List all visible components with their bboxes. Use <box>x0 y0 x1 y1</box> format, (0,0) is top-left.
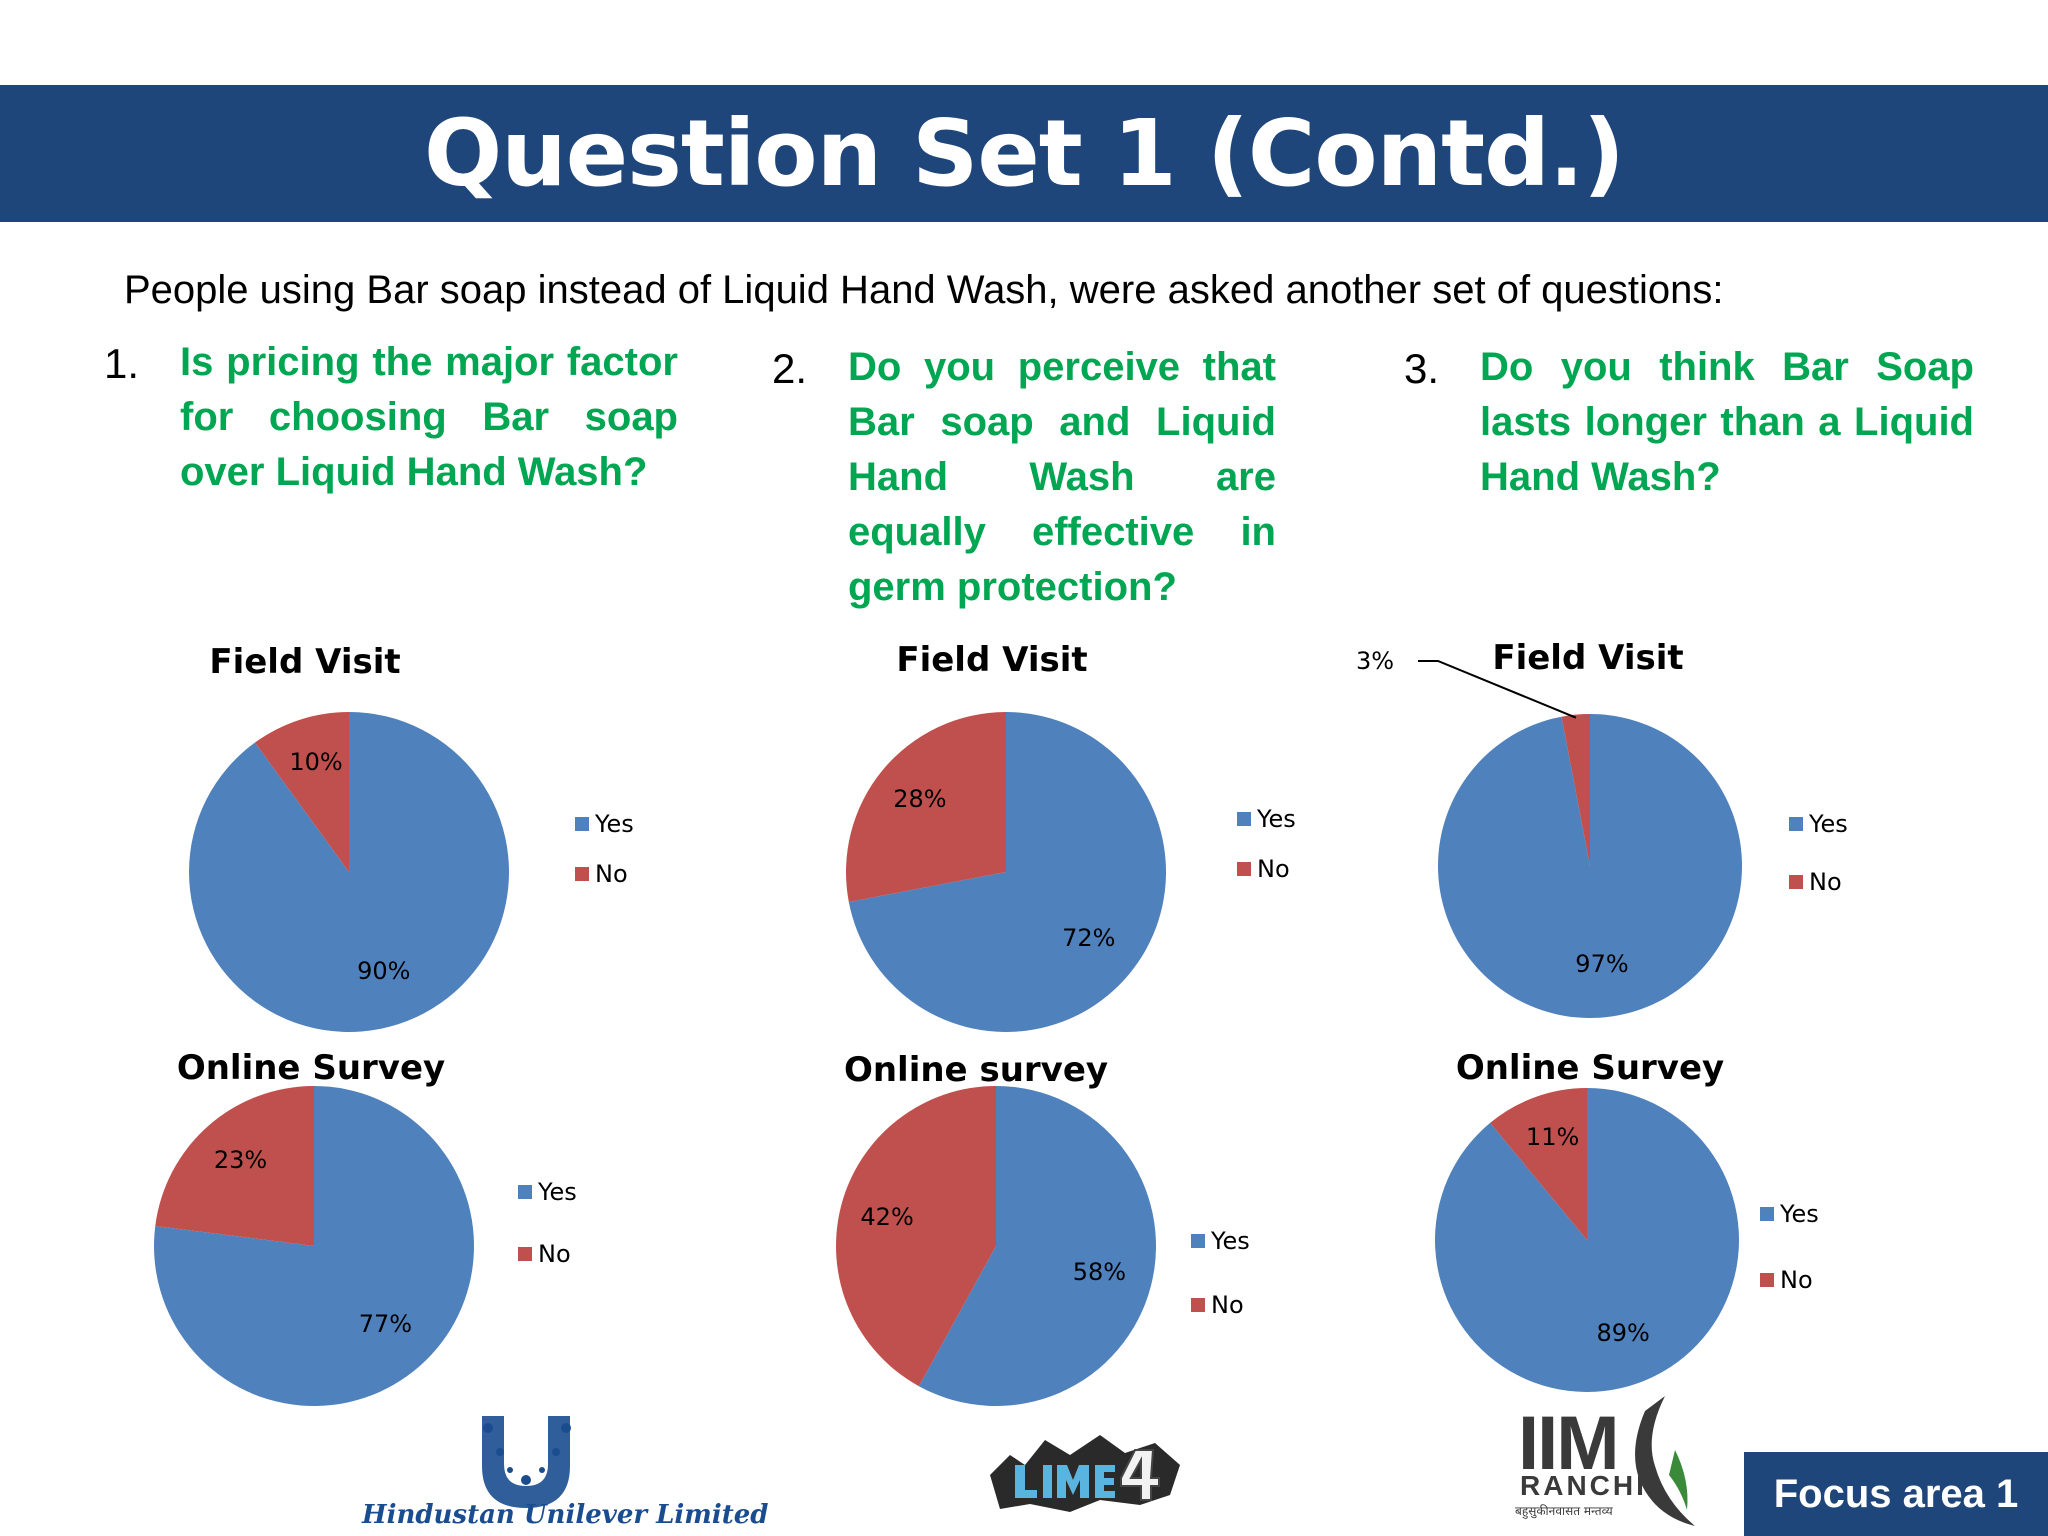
legend-swatch <box>518 1185 532 1199</box>
legend-label: Yes <box>595 810 634 838</box>
data-label-yes: 58% <box>1072 1257 1127 1286</box>
data-label-yes: 90% <box>357 956 411 985</box>
legend-item-yes: Yes <box>1760 1200 1819 1228</box>
chart-title: Field Visit <box>1492 638 1684 678</box>
chart-title: Online survey <box>843 1050 1109 1090</box>
pie-svg <box>836 1086 1156 1406</box>
legend-label: No <box>1211 1291 1244 1319</box>
question-2-number: 2. <box>772 345 808 392</box>
legend-swatch <box>1789 875 1803 889</box>
legend-swatch <box>575 817 589 831</box>
pie-svg <box>1435 1088 1739 1392</box>
iim-bird-icon <box>1635 1396 1695 1526</box>
legend-label: Yes <box>1257 805 1296 833</box>
data-label-no: 28% <box>893 784 947 813</box>
legend-item-yes: Yes <box>1237 805 1296 833</box>
legend-item-no: No <box>1760 1266 1813 1294</box>
legend-item-no: No <box>1191 1291 1244 1319</box>
pie-slice-yes <box>848 712 1166 1032</box>
slide-title: Question Set 1 (Contd.) <box>424 100 1625 207</box>
pie-svg <box>1438 714 1742 1018</box>
pie-slice-yes <box>918 1086 1156 1406</box>
lime-season-4-logo <box>990 1435 1180 1512</box>
pie-svg <box>846 712 1166 1032</box>
legend-item-yes: Yes <box>1789 810 1848 838</box>
legend-swatch <box>1237 862 1251 876</box>
legend-label: Yes <box>1809 810 1848 838</box>
question-3-text: Do you think Bar Soap lasts longer than … <box>1480 345 1974 499</box>
legend-item-yes: Yes <box>518 1178 577 1206</box>
legend-label: No <box>538 1240 571 1268</box>
pie-slice-no <box>155 1086 314 1246</box>
hul-logo-text: Hindustan Unilever Limited <box>362 1500 769 1530</box>
question-2-text: Do you perceive that Bar soap and Liquid… <box>848 345 1276 609</box>
legend-swatch <box>1760 1273 1774 1287</box>
legend-item-no: No <box>1237 855 1290 883</box>
chart-title: Online Survey <box>1455 1048 1725 1088</box>
title-banner <box>0 85 2048 222</box>
legend-swatch <box>575 867 589 881</box>
data-label-no: 23% <box>213 1145 268 1174</box>
legend-swatch <box>518 1247 532 1261</box>
question-1-number: 1. <box>104 340 140 387</box>
data-label-yes: 77% <box>358 1310 413 1338</box>
legend-item-yes: Yes <box>1191 1227 1250 1255</box>
legend-item-no: No <box>575 860 628 888</box>
legend-swatch <box>1191 1234 1205 1248</box>
data-label-yes: 97% <box>1575 950 1629 979</box>
legend-item-no: No <box>1789 868 1842 896</box>
legend-label: No <box>1780 1266 1813 1294</box>
unilever-logo <box>482 1416 571 1508</box>
legend-swatch <box>1237 812 1251 826</box>
chart-title: Online Survey <box>176 1048 446 1088</box>
legend-label: Yes <box>538 1178 577 1206</box>
data-label-yes: 72% <box>1062 924 1116 953</box>
legend-item-yes: Yes <box>575 810 634 838</box>
legend-label: Yes <box>1211 1227 1250 1255</box>
chart-title: Field Visit <box>896 640 1088 680</box>
legend-label: No <box>1809 868 1842 896</box>
legend-label: No <box>595 860 628 888</box>
legend-item-no: No <box>518 1240 571 1268</box>
pie-slice-no <box>836 1086 996 1387</box>
data-label-no: 11% <box>1525 1123 1580 1152</box>
legend-swatch <box>1191 1298 1205 1312</box>
pie-slice-no <box>846 712 1006 902</box>
intro-text: People using Bar soap instead of Liquid … <box>124 268 1724 312</box>
pie-svg <box>154 1086 475 1406</box>
legend-swatch <box>1789 817 1803 831</box>
pie-slice-no <box>1490 1088 1587 1240</box>
data-label-no: 42% <box>860 1203 914 1232</box>
data-label-yes: 89% <box>1596 1318 1650 1347</box>
chart-title: Field Visit <box>209 642 401 682</box>
pie-slice-no <box>1561 714 1590 866</box>
iim-tagline: बहुसुकीनवासत मन्तव्य <box>1515 1504 1613 1518</box>
iim-logo-text: IIM <box>1518 1401 1620 1486</box>
pie-slice-yes <box>154 1086 475 1406</box>
question-3-number: 3. <box>1404 345 1440 392</box>
data-label-no: 3% <box>1356 647 1395 675</box>
question-1-text: Is pricing the major factor for choosing… <box>180 340 678 494</box>
legend-label: Yes <box>1780 1200 1819 1228</box>
focus-area-badge: Focus area 1 <box>1744 1452 2048 1536</box>
iim-ranchi-text: RANCHI <box>1520 1470 1647 1501</box>
pie-slice-no <box>254 712 349 872</box>
data-label-no: 10% <box>289 748 343 777</box>
legend-swatch <box>1760 1207 1774 1221</box>
legend-label: No <box>1257 855 1290 883</box>
pie-svg <box>189 712 509 1032</box>
